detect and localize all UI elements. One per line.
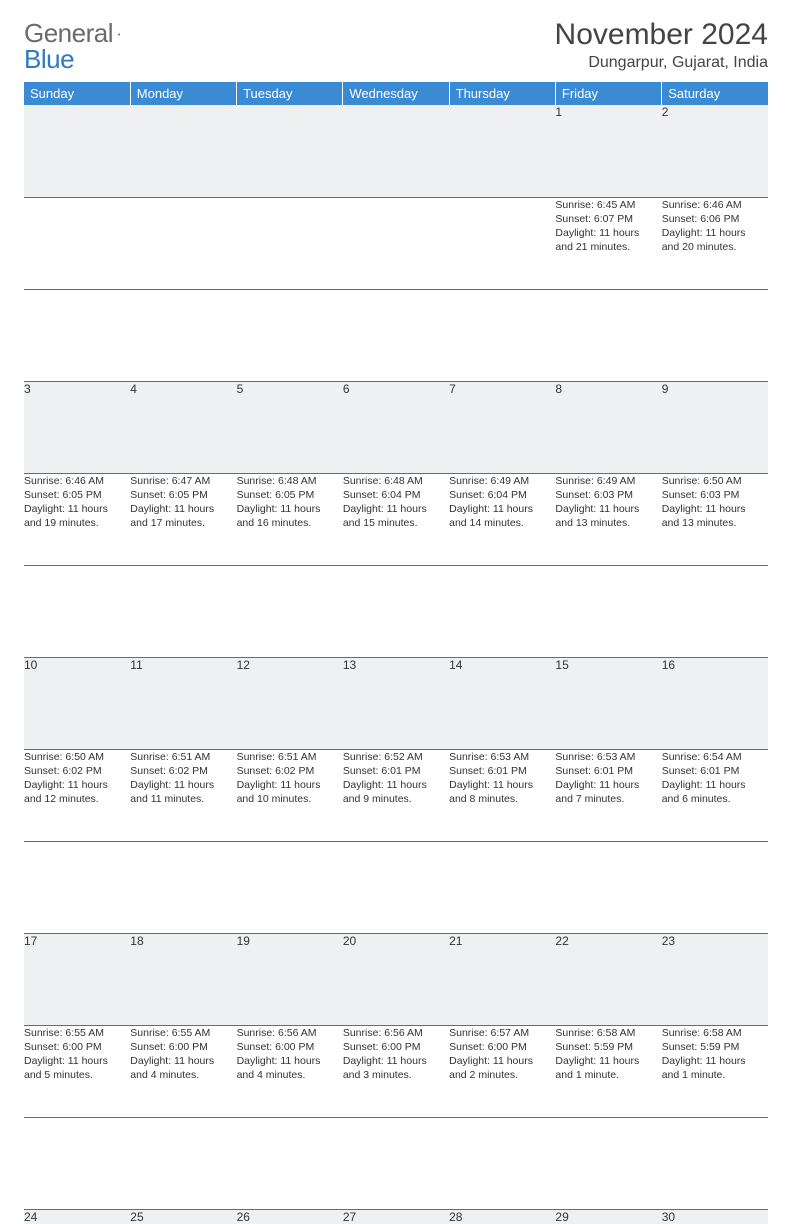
day-number-cell — [343, 105, 449, 197]
day-details-cell: Sunrise: 6:46 AMSunset: 6:06 PMDaylight:… — [662, 197, 768, 289]
details-row: Sunrise: 6:45 AMSunset: 6:07 PMDaylight:… — [24, 197, 768, 289]
day-number-cell: 4 — [130, 381, 236, 473]
day-details-cell: Sunrise: 6:58 AMSunset: 5:59 PMDaylight:… — [662, 1025, 768, 1117]
day-number-cell: 18 — [130, 933, 236, 1025]
day-number-cell: 7 — [449, 381, 555, 473]
logo-word2: Blue — [24, 44, 74, 75]
weekday-header: Friday — [555, 82, 661, 105]
day-number-cell: 12 — [237, 657, 343, 749]
daynum-row: 24252627282930 — [24, 1209, 768, 1224]
day-number-cell: 3 — [24, 381, 130, 473]
day-details-cell — [24, 197, 130, 289]
day-number-cell: 6 — [343, 381, 449, 473]
weekday-header: Saturday — [662, 82, 768, 105]
weekday-header: Wednesday — [343, 82, 449, 105]
day-details-cell: Sunrise: 6:53 AMSunset: 6:01 PMDaylight:… — [449, 749, 555, 841]
day-details-cell: Sunrise: 6:47 AMSunset: 6:05 PMDaylight:… — [130, 473, 236, 565]
day-number-cell: 19 — [237, 933, 343, 1025]
day-number-cell: 25 — [130, 1209, 236, 1224]
day-number-cell: 10 — [24, 657, 130, 749]
day-number-cell: 11 — [130, 657, 236, 749]
day-details-cell: Sunrise: 6:55 AMSunset: 6:00 PMDaylight:… — [24, 1025, 130, 1117]
weekday-header-row: Sunday Monday Tuesday Wednesday Thursday… — [24, 82, 768, 105]
day-details-cell — [237, 197, 343, 289]
day-number-cell: 20 — [343, 933, 449, 1025]
day-details-cell: Sunrise: 6:45 AMSunset: 6:07 PMDaylight:… — [555, 197, 661, 289]
day-number-cell: 28 — [449, 1209, 555, 1224]
day-details-cell: Sunrise: 6:48 AMSunset: 6:05 PMDaylight:… — [237, 473, 343, 565]
day-number-cell: 27 — [343, 1209, 449, 1224]
day-number-cell — [24, 105, 130, 197]
day-details-cell: Sunrise: 6:48 AMSunset: 6:04 PMDaylight:… — [343, 473, 449, 565]
details-row: Sunrise: 6:55 AMSunset: 6:00 PMDaylight:… — [24, 1025, 768, 1117]
daynum-row: 10111213141516 — [24, 657, 768, 749]
week-separator — [24, 289, 768, 381]
day-details-cell: Sunrise: 6:55 AMSunset: 6:00 PMDaylight:… — [130, 1025, 236, 1117]
day-details-cell: Sunrise: 6:50 AMSunset: 6:02 PMDaylight:… — [24, 749, 130, 841]
week-separator — [24, 1117, 768, 1209]
day-number-cell: 8 — [555, 381, 661, 473]
day-details-cell: Sunrise: 6:54 AMSunset: 6:01 PMDaylight:… — [662, 749, 768, 841]
day-number-cell — [130, 105, 236, 197]
day-details-cell: Sunrise: 6:49 AMSunset: 6:04 PMDaylight:… — [449, 473, 555, 565]
day-details-cell: Sunrise: 6:50 AMSunset: 6:03 PMDaylight:… — [662, 473, 768, 565]
day-details-cell: Sunrise: 6:56 AMSunset: 6:00 PMDaylight:… — [343, 1025, 449, 1117]
day-details-cell: Sunrise: 6:58 AMSunset: 5:59 PMDaylight:… — [555, 1025, 661, 1117]
header: General November 2024 Dungarpur, Gujarat… — [24, 18, 768, 72]
day-number-cell: 5 — [237, 381, 343, 473]
day-details-cell: Sunrise: 6:51 AMSunset: 6:02 PMDaylight:… — [130, 749, 236, 841]
calendar-table: Sunday Monday Tuesday Wednesday Thursday… — [24, 82, 768, 1224]
day-details-cell — [130, 197, 236, 289]
daynum-row: 17181920212223 — [24, 933, 768, 1025]
day-details-cell — [449, 197, 555, 289]
day-number-cell: 2 — [662, 105, 768, 197]
day-details-cell: Sunrise: 6:52 AMSunset: 6:01 PMDaylight:… — [343, 749, 449, 841]
location: Dungarpur, Gujarat, India — [555, 54, 768, 72]
day-details-cell: Sunrise: 6:53 AMSunset: 6:01 PMDaylight:… — [555, 749, 661, 841]
day-number-cell: 22 — [555, 933, 661, 1025]
daynum-row: 12 — [24, 105, 768, 197]
weekday-header: Sunday — [24, 82, 130, 105]
day-number-cell: 23 — [662, 933, 768, 1025]
day-number-cell: 9 — [662, 381, 768, 473]
weekday-header: Monday — [130, 82, 236, 105]
day-number-cell: 15 — [555, 657, 661, 749]
day-details-cell — [343, 197, 449, 289]
day-number-cell: 24 — [24, 1209, 130, 1224]
day-number-cell: 17 — [24, 933, 130, 1025]
day-details-cell: Sunrise: 6:57 AMSunset: 6:00 PMDaylight:… — [449, 1025, 555, 1117]
details-row: Sunrise: 6:50 AMSunset: 6:02 PMDaylight:… — [24, 749, 768, 841]
month-title: November 2024 — [555, 18, 768, 52]
week-separator — [24, 841, 768, 933]
day-number-cell: 14 — [449, 657, 555, 749]
day-number-cell: 26 — [237, 1209, 343, 1224]
daynum-row: 3456789 — [24, 381, 768, 473]
day-number-cell: 13 — [343, 657, 449, 749]
day-number-cell — [237, 105, 343, 197]
day-number-cell: 1 — [555, 105, 661, 197]
weekday-header: Thursday — [449, 82, 555, 105]
details-row: Sunrise: 6:46 AMSunset: 6:05 PMDaylight:… — [24, 473, 768, 565]
logo-triangle-icon — [117, 24, 120, 44]
day-details-cell: Sunrise: 6:51 AMSunset: 6:02 PMDaylight:… — [237, 749, 343, 841]
day-details-cell: Sunrise: 6:46 AMSunset: 6:05 PMDaylight:… — [24, 473, 130, 565]
day-details-cell: Sunrise: 6:49 AMSunset: 6:03 PMDaylight:… — [555, 473, 661, 565]
day-number-cell: 16 — [662, 657, 768, 749]
day-number-cell: 29 — [555, 1209, 661, 1224]
day-details-cell: Sunrise: 6:56 AMSunset: 6:00 PMDaylight:… — [237, 1025, 343, 1117]
day-number-cell — [449, 105, 555, 197]
week-separator — [24, 565, 768, 657]
day-number-cell: 30 — [662, 1209, 768, 1224]
weekday-header: Tuesday — [237, 82, 343, 105]
day-number-cell: 21 — [449, 933, 555, 1025]
